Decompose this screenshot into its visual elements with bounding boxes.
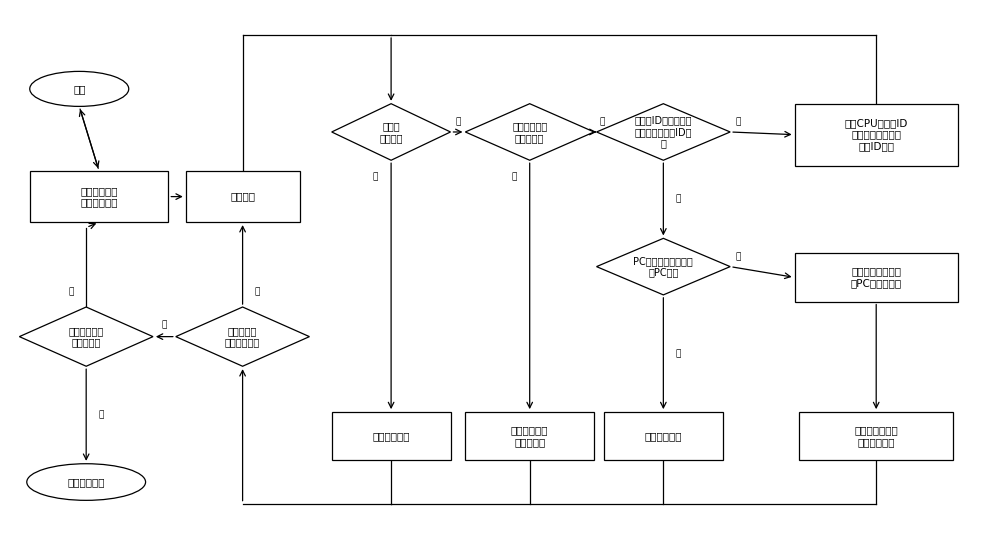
Ellipse shape	[30, 71, 129, 107]
Text: 否: 否	[69, 287, 74, 296]
Text: 是: 是	[162, 320, 167, 329]
FancyBboxPatch shape	[795, 253, 958, 301]
Polygon shape	[19, 307, 153, 366]
FancyBboxPatch shape	[795, 104, 958, 165]
Polygon shape	[176, 307, 309, 366]
Text: 否: 否	[735, 252, 741, 262]
Text: 执行当前指令: 执行当前指令	[645, 431, 682, 441]
Text: 读取指令: 读取指令	[230, 191, 255, 202]
Text: 使用乱序堆栈
更新寄存器: 使用乱序堆栈 更新寄存器	[511, 425, 548, 447]
FancyBboxPatch shape	[30, 171, 168, 222]
Text: 是: 是	[675, 195, 681, 204]
Polygon shape	[597, 104, 730, 160]
Ellipse shape	[27, 463, 146, 500]
Text: PC是否与序列文件中
的PC匹配: PC是否与序列文件中 的PC匹配	[633, 256, 693, 277]
FancyBboxPatch shape	[186, 171, 300, 222]
Text: 是: 是	[456, 118, 461, 127]
Polygon shape	[597, 238, 730, 295]
Text: 提前执行序列文件
中PC对应的指令: 提前执行序列文件 中PC对应的指令	[851, 267, 902, 288]
Text: 否: 否	[373, 172, 378, 181]
Text: 是否所有处理
器完成仿真: 是否所有处理 器完成仿真	[69, 326, 104, 348]
FancyBboxPatch shape	[332, 412, 450, 460]
Text: 输出仿真结果: 输出仿真结果	[67, 477, 105, 487]
Polygon shape	[332, 104, 450, 160]
Text: 是: 是	[98, 411, 103, 419]
FancyBboxPatch shape	[465, 412, 594, 460]
Text: 执行当前指令: 执行当前指令	[372, 431, 410, 441]
FancyBboxPatch shape	[604, 412, 723, 460]
Polygon shape	[465, 104, 594, 160]
Text: 是否为
读写指令: 是否为 读写指令	[379, 121, 403, 143]
Text: 将提前执行信息
写入乱序堆栈: 将提前执行信息 写入乱序堆栈	[854, 425, 898, 447]
Text: 否: 否	[735, 118, 741, 127]
Text: 否: 否	[599, 118, 605, 127]
Text: 当前处理器
是否完成仿真: 当前处理器 是否完成仿真	[225, 326, 260, 348]
Text: 读写指令是否
被提前执行: 读写指令是否 被提前执行	[512, 121, 547, 143]
Text: 否: 否	[254, 287, 260, 296]
Text: 是: 是	[675, 349, 681, 358]
Text: 切换至未完成
仿真的处理器: 切换至未完成 仿真的处理器	[80, 186, 118, 207]
Text: 处理器ID是否与序列
文件中的处理器ID匹
配: 处理器ID是否与序列 文件中的处理器ID匹 配	[635, 115, 692, 149]
FancyBboxPatch shape	[799, 412, 953, 460]
Text: 切换CPU，使其ID
与序列文件中的处
理器ID匹配: 切换CPU，使其ID 与序列文件中的处 理器ID匹配	[845, 118, 908, 151]
Text: 开始: 开始	[73, 84, 86, 94]
Text: 是: 是	[511, 172, 517, 181]
